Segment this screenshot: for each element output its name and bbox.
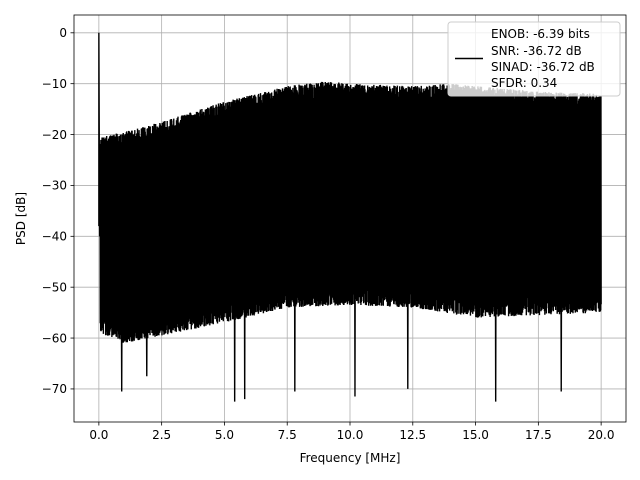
y-axis: 0 −10 −20 −30 −40 −50 −60 −70 xyxy=(42,26,74,396)
y-tick-label: −50 xyxy=(42,280,67,294)
x-tick-label: 7.5 xyxy=(278,428,297,442)
x-tick-label: 20.0 xyxy=(588,428,615,442)
psd-series-line xyxy=(98,32,602,402)
y-tick-label: −10 xyxy=(42,77,67,91)
x-tick-label: 0.0 xyxy=(89,428,108,442)
legend: ENOB: -6.39 bits SNR: -36.72 dB SINAD: -… xyxy=(447,21,621,97)
x-axis-label: Frequency [MHz] xyxy=(300,451,401,465)
y-tick-label: −30 xyxy=(42,179,67,193)
x-tick-label: 10.0 xyxy=(337,428,364,442)
y-axis-label: PSD [dB] xyxy=(14,192,28,245)
legend-entry-enob: ENOB: -6.39 bits xyxy=(491,27,590,41)
psd-trace xyxy=(98,32,602,402)
legend-entry-sinad: SINAD: -36.72 dB xyxy=(491,60,595,74)
y-tick-label: −40 xyxy=(42,230,67,244)
y-tick-label: 0 xyxy=(59,26,67,40)
legend-entry-sfdr: SFDR: 0.34 xyxy=(491,76,557,90)
y-tick-label: −20 xyxy=(42,128,67,142)
y-tick-label: −70 xyxy=(42,382,67,396)
x-axis: 0.0 2.5 5.0 7.5 10.0 12.5 15.0 17.5 20.0 xyxy=(89,422,614,442)
x-tick-label: 2.5 xyxy=(152,428,171,442)
y-tick-label: −60 xyxy=(42,331,67,345)
x-tick-label: 5.0 xyxy=(215,428,234,442)
x-tick-label: 12.5 xyxy=(399,428,426,442)
legend-entry-snr: SNR: -36.72 dB xyxy=(491,44,582,58)
legend-frame xyxy=(447,21,621,97)
x-tick-label: 17.5 xyxy=(525,428,552,442)
x-tick-label: 15.0 xyxy=(462,428,489,442)
